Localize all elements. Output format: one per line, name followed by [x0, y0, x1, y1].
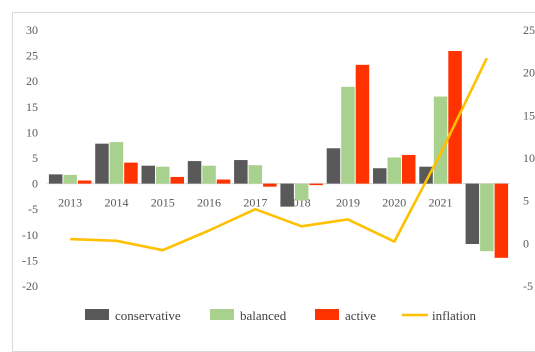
bar-active	[263, 183, 277, 187]
bar-conservative	[234, 160, 248, 184]
bar-active	[170, 176, 184, 184]
x-tick-label: 2017	[243, 196, 267, 210]
x-tick-label: 2020	[382, 196, 406, 210]
bar-active	[494, 183, 509, 258]
bar-active	[355, 64, 370, 184]
legend-swatch-active	[315, 309, 339, 320]
legend-label-active: active	[345, 308, 376, 323]
bar-active	[124, 162, 138, 184]
y-left-tick-label: 15	[26, 100, 38, 114]
bar-balanced	[248, 165, 263, 184]
y-right-tick-label: 20	[523, 66, 535, 80]
bar-balanced	[109, 142, 124, 184]
bar-conservative	[326, 148, 341, 184]
bar-balanced	[433, 96, 448, 184]
bar-active	[309, 183, 323, 186]
y-left-tick-label: 25	[26, 49, 38, 63]
y-right-tick-label: 15	[523, 108, 535, 122]
y-left-tick-label: 30	[26, 23, 38, 37]
bar-conservative	[48, 174, 63, 184]
x-tick-label: 2019	[336, 196, 360, 210]
bar-balanced	[63, 174, 77, 184]
y-right-tick-label: 5	[523, 194, 529, 208]
bar-balanced	[202, 165, 216, 184]
x-tick-label: 2015	[151, 196, 175, 210]
bar-active	[402, 154, 416, 184]
bar-balanced	[156, 166, 170, 184]
x-tick-label: 2014	[104, 196, 128, 210]
y-right-tick-label: -5	[523, 279, 533, 293]
bar-conservative	[373, 168, 387, 184]
x-tick-label: 2013	[58, 196, 82, 210]
bar-conservative	[419, 166, 433, 184]
bar-active	[448, 50, 462, 184]
legend-label-conservative: conservative	[115, 308, 181, 323]
bar-conservative	[187, 161, 202, 184]
bar-active	[216, 179, 231, 184]
bar-conservative	[95, 143, 109, 184]
y-left-tick-label: -10	[22, 228, 38, 242]
y-left-tick-label: -5	[28, 202, 38, 216]
legend-label-inflation: inflation	[432, 308, 477, 323]
bar-balanced	[294, 183, 309, 201]
legend-label-balanced: balanced	[240, 308, 287, 323]
bar-balanced	[480, 183, 494, 252]
bars	[48, 50, 509, 258]
series-line-inflation	[70, 57, 488, 252]
bar-conservative	[141, 165, 155, 184]
y-left-tick-label: 20	[26, 74, 38, 88]
y-right-tick-label: 10	[523, 151, 535, 165]
y-left-tick-label: 10	[26, 125, 38, 139]
bar-balanced	[387, 157, 401, 184]
bar-balanced	[341, 86, 355, 184]
y-left-tick-label: -15	[22, 253, 38, 267]
legend-swatch-conservative	[85, 309, 109, 320]
bar-conservative	[465, 183, 480, 245]
bar-conservative	[280, 183, 294, 207]
y-left-tick-label: 5	[32, 151, 38, 165]
y-right-tick-label: 0	[523, 236, 529, 250]
legend-swatch-balanced	[210, 309, 234, 320]
legend: conservative balanced active inflation	[85, 308, 477, 323]
x-tick-label: 2021	[429, 196, 453, 210]
y-right-tick-label: 25	[523, 23, 535, 37]
y-left-tick-label: 0	[32, 177, 38, 191]
x-tick-label: 2016	[197, 196, 221, 210]
inflation-line-group	[70, 57, 488, 252]
y-left-tick-label: -20	[22, 279, 38, 293]
bar-active	[77, 180, 92, 184]
